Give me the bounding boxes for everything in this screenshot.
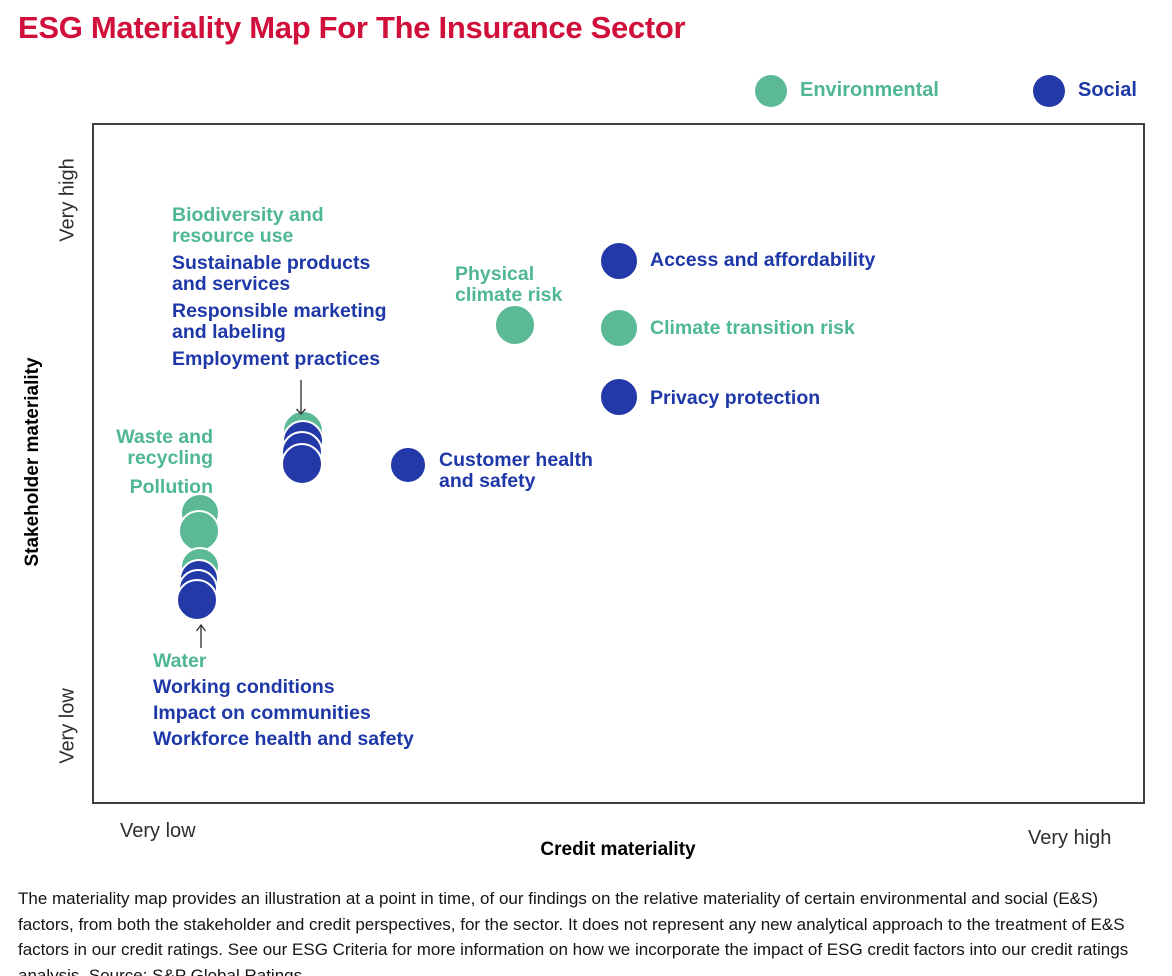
point-workforce-health-and-safety [175,579,218,622]
point-privacy-protection [598,377,639,418]
point-pollution [177,509,220,552]
legend-label-social: Social [1078,79,1137,101]
label-working-conditions: Working conditions [153,676,335,698]
y-axis-label-very-high: Very high [56,158,79,242]
label-sustainable-products-and-services: Sustainable products and services [172,252,371,295]
arrow-to-water-cluster-icon [195,624,207,648]
label-customer-health-and-safety: Customer health and safety [439,449,593,492]
label-pollution: Pollution [129,476,213,498]
label-access-and-affordability: Access and affordability [650,249,876,271]
footnote: The materiality map provides an illustra… [18,889,1129,976]
point-customer-health-and-safety [388,445,427,484]
label-privacy-protection: Privacy protection [650,387,821,409]
y-axis-label-very-low: Very low [56,688,79,764]
plot-area: Biodiversity and resource use Sustainable … [92,123,1145,804]
label-water: Water [153,650,207,672]
x-axis-label-very-high: Very high [1028,827,1112,849]
point-access-and-affordability [598,241,639,282]
point-climate-transition-risk [598,308,639,349]
legend-label-environmental: Environmental [800,79,939,101]
label-employment-practices: Employment practices [172,348,381,370]
label-workforce-health-and-safety: Workforce health and safety [153,728,414,750]
x-axis-title: Credit materiality [540,839,696,860]
y-axis-title: Stakeholder materiality [22,357,43,567]
label-impact-on-communities: Impact on communities [153,702,371,724]
arrow-to-employment-cluster-icon [295,380,307,415]
label-physical-climate-risk: Physical climate risk [455,263,563,306]
social-dot-icon [1033,75,1065,107]
x-axis-label-very-low: Very low [120,820,196,842]
page-title: ESG Materiality Map For The Insurance Se… [18,10,686,45]
label-biodiversity-and-resource-use: Biodiversity and resource use [172,204,324,247]
point-employment-practices [280,443,323,486]
point-physical-climate-risk [493,303,536,346]
environmental-dot-icon [755,75,787,107]
label-waste-and-recycling: Waste and recycling [116,426,213,469]
label-responsible-marketing-and-labeling: Responsible marketing and labeling [172,300,387,343]
label-climate-transition-risk: Climate transition risk [650,317,855,339]
